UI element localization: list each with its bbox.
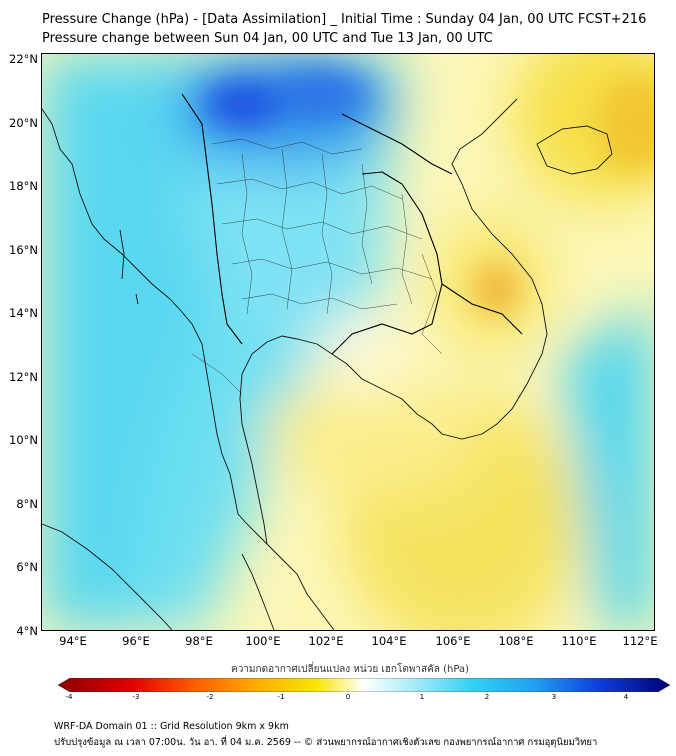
lon-label: 106°E	[435, 634, 471, 648]
colorbar-tick: 2	[484, 693, 490, 701]
lat-label: 6°N	[16, 560, 38, 574]
lon-label: 102°E	[308, 634, 344, 648]
colorbar-tick: -2	[206, 693, 214, 701]
lat-label: 4°N	[16, 624, 38, 638]
colorbar-tick: -3	[132, 693, 140, 701]
footer-credit: ปรับปรุงข้อมูล ณ เวลา 07:00น. วัน อา. ที…	[54, 737, 598, 748]
colorbar-tick: 1	[419, 693, 425, 701]
lat-label: 18°N	[9, 179, 38, 193]
pressure-field-extremes	[202, 72, 654, 315]
lon-label: 104°E	[371, 634, 407, 648]
lon-label: 110°E	[561, 634, 597, 648]
lat-label: 22°N	[9, 52, 38, 66]
colorbar-tick: -4	[65, 693, 73, 701]
lat-label: 8°N	[16, 497, 38, 511]
lon-label: 98°E	[185, 634, 213, 648]
country-borders	[181, 93, 523, 355]
footer-model-info: WRF-DA Domain 01 :: Grid Resolution 9km …	[54, 721, 289, 732]
colorbar-tick: 3	[551, 693, 557, 701]
pressure-change-map	[41, 53, 655, 631]
lat-label: 16°N	[9, 243, 38, 257]
lat-label: 14°N	[9, 306, 38, 320]
lon-label: 94°E	[59, 634, 87, 648]
colorbar-tick: -1	[277, 693, 285, 701]
lat-label: 20°N	[9, 116, 38, 130]
province-borders	[191, 138, 443, 395]
lat-label: 10°N	[9, 433, 38, 447]
lat-label: 12°N	[9, 370, 38, 384]
colorbar-title: ความกดอากาศเปลี่ยนแปลง หน่วย เฮกโตพาสคัล…	[231, 664, 469, 675]
coastlines	[42, 98, 613, 630]
lon-label: 108°E	[498, 634, 534, 648]
lon-label: 100°E	[245, 634, 281, 648]
chart-subtitle: Pressure change between Sun 04 Jan, 00 U…	[42, 31, 493, 46]
lon-label: 96°E	[122, 634, 150, 648]
colorbar	[58, 678, 670, 692]
chart-title: Pressure Change (hPa) - [Data Assimilati…	[42, 12, 647, 27]
pressure-field-shading	[42, 54, 654, 630]
colorbar-tick: 4	[623, 693, 629, 701]
lon-label: 112°E	[622, 634, 658, 648]
colorbar-tick: 0	[345, 693, 351, 701]
